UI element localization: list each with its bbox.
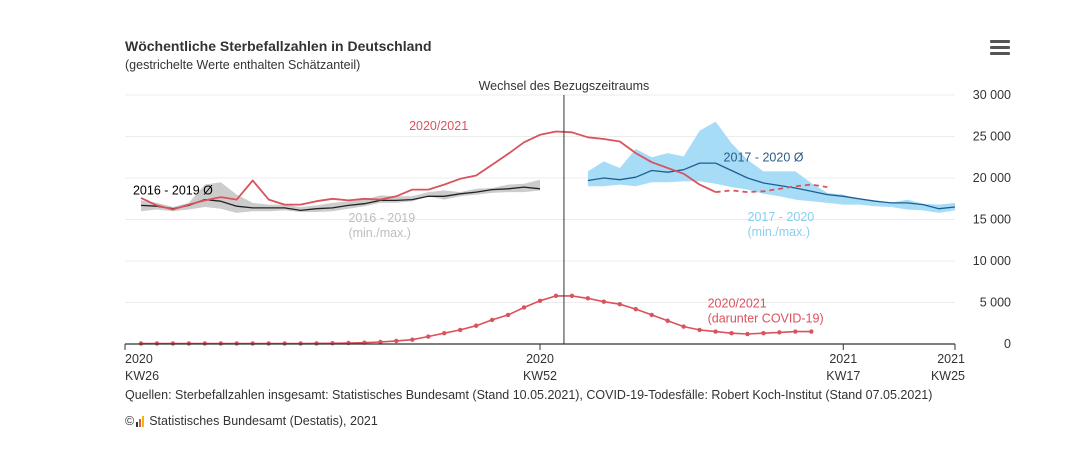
series-annotation: 2017 - 2020 (748, 210, 815, 224)
series-annotation: 2016 - 2019 (348, 211, 415, 225)
source-note: Quellen: Sterbefallzahlen insgesamt: Sta… (125, 388, 933, 402)
data-point (553, 293, 559, 299)
y-tick-label: 20 000 (973, 171, 1011, 185)
data-point (505, 312, 511, 318)
y-tick-label: 5 000 (980, 296, 1011, 310)
reference-line-label: Wechsel des Bezugszeitraums (479, 79, 650, 93)
y-tick-label: 0 (1004, 337, 1011, 351)
data-point (426, 334, 431, 339)
data-point (697, 327, 702, 333)
hamburger-menu-icon[interactable] (990, 40, 1010, 58)
x-tick-label: 2021 (937, 352, 965, 366)
x-tick-label: KW17 (826, 369, 860, 383)
series-annotation: 2020/2021 (409, 119, 468, 133)
series-annotation: 2017 - 2020 Ø (724, 150, 804, 164)
chart-subtitle: (gestrichelte Werte enthalten Schätzante… (125, 58, 361, 72)
destatis-logo-icon (136, 415, 145, 427)
band-2017-2020-min-max- (587, 121, 955, 213)
data-point (394, 338, 399, 344)
x-tick-label: KW26 (125, 369, 159, 383)
copyright-note: © Statistisches Bundesamt (Destatis), 20… (125, 414, 378, 428)
x-tick-label: 2020 (526, 352, 554, 366)
data-point (809, 329, 814, 334)
data-point (777, 330, 782, 335)
data-point (378, 339, 383, 345)
x-tick-label: 2021 (829, 352, 857, 366)
data-point (617, 301, 623, 307)
series-line-2020-2021-sch-tzanteil- (715, 183, 828, 194)
data-point (601, 299, 607, 304)
data-point (745, 331, 750, 337)
data-point (537, 298, 543, 304)
data-point (569, 293, 575, 299)
series-line-2017-2020- (587, 162, 956, 210)
data-point (330, 341, 335, 346)
data-point (665, 318, 670, 323)
data-point (681, 324, 686, 329)
y-tick-label: 15 000 (973, 213, 1011, 227)
data-point (729, 331, 734, 336)
data-point (410, 337, 415, 342)
series-annotation: 2020/2021 (708, 296, 767, 310)
data-point (473, 323, 479, 328)
data-point (585, 296, 591, 301)
data-point (649, 312, 654, 318)
y-tick-label: 30 000 (973, 88, 1011, 102)
series-line-2020-2021 (140, 130, 716, 211)
series-annotation: (min./max.) (748, 225, 811, 239)
data-point (761, 331, 766, 336)
y-tick-label: 10 000 (973, 254, 1011, 268)
data-point (457, 327, 463, 333)
data-point (489, 317, 495, 323)
copyright-text: Statistisches Bundesamt (Destatis), 2021 (149, 414, 378, 428)
series-annotation: (darunter COVID-19) (708, 311, 824, 325)
x-tick-label: 2020 (125, 352, 153, 366)
series-annotation: 2016 - 2019 Ø (133, 184, 213, 198)
copyright-symbol: © (125, 414, 135, 428)
y-tick-label: 25 000 (973, 130, 1011, 144)
data-point (521, 305, 527, 310)
series-annotation: (min./max.) (348, 226, 411, 240)
data-point (442, 331, 447, 336)
x-tick-label: KW25 (931, 369, 965, 383)
band-2016-2019-min-max- (141, 179, 540, 213)
chart-title: Wöchentliche Sterbefallzahlen in Deutsch… (125, 38, 432, 54)
data-point (713, 329, 718, 334)
data-point (633, 306, 638, 312)
x-tick-label: KW52 (523, 369, 557, 383)
data-point (793, 329, 798, 334)
